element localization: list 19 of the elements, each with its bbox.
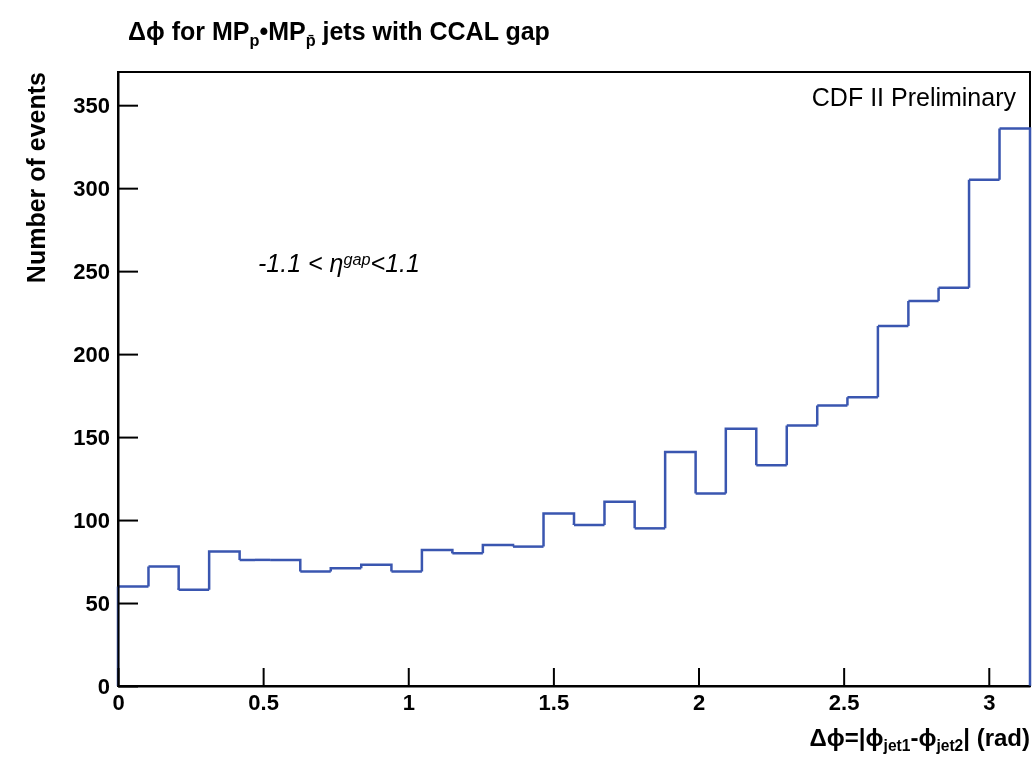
x-tick-label: 2 <box>692 689 706 715</box>
x-tick-label: 1 <box>402 689 415 715</box>
y-tick-label: 50 <box>85 590 110 616</box>
y-tick-label: 350 <box>73 92 110 118</box>
y-axis-title: Number of events <box>22 72 50 284</box>
y-tick-label: 100 <box>73 507 110 533</box>
x-axis-title: Δϕ=|ϕ$_{jet1}$-ϕ$_{jet2}$| (rad) <box>809 724 1030 755</box>
y-tick-label: 300 <box>73 175 110 201</box>
y-tick-label: 250 <box>73 258 110 284</box>
annotation: CDF II Preliminary <box>811 83 1017 111</box>
x-tick-label: 0.5 <box>248 689 279 715</box>
y-tick-label: 150 <box>73 424 110 450</box>
y-tick-label: 200 <box>73 341 110 367</box>
x-tick-label: 3 <box>983 689 996 715</box>
y-tick-label: 0 <box>97 673 110 699</box>
x-tick-label: 1.5 <box>538 689 570 715</box>
chart-title: Δϕ for MP$_{p}$•MP$_{p̄}$ jets with CCAL gap <box>128 17 550 49</box>
annotation: -1.1 < η$^{gap}$<1.1 <box>258 249 420 277</box>
x-tick-label: 2.5 <box>828 689 860 715</box>
